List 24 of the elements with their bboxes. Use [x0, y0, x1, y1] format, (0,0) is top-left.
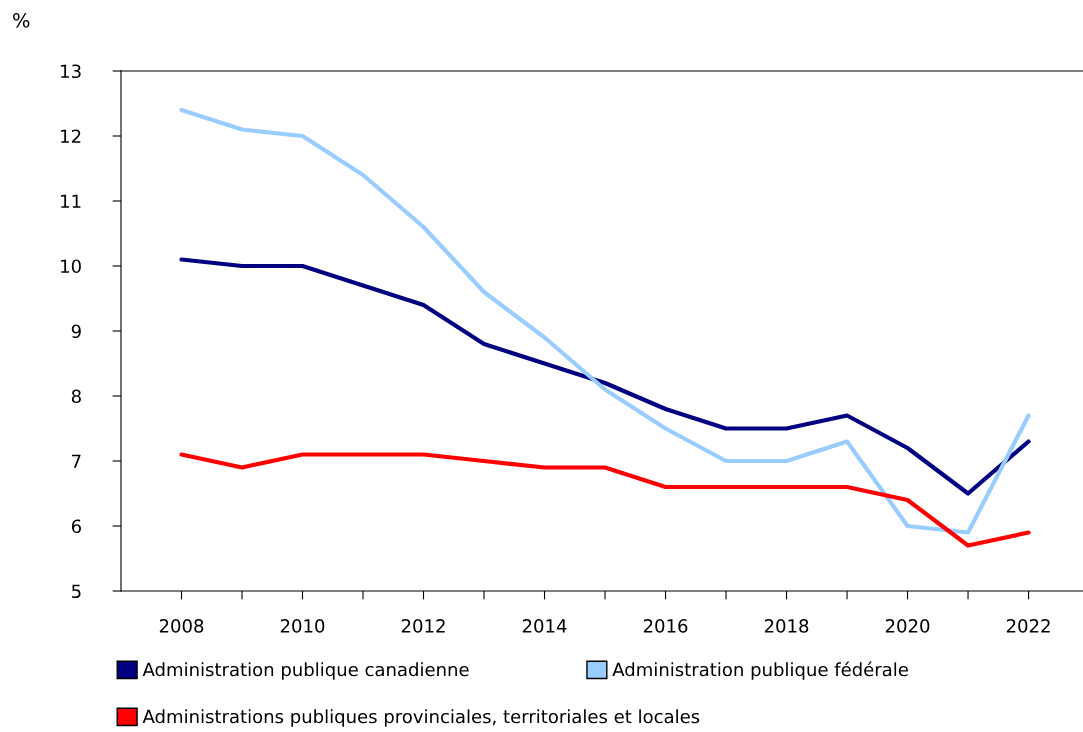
y-tick-label: 10: [61, 259, 81, 274]
y-tick-label: 6: [71, 519, 81, 534]
line-series: [179, 257, 1031, 496]
x-tick-label: 2010: [280, 619, 325, 633]
y-axis-title: %: [13, 12, 30, 28]
y-tick-label: 12: [61, 129, 81, 143]
y-tick-label: 8: [71, 389, 81, 404]
y-tick-label: 11: [61, 194, 81, 208]
line-series: [179, 452, 1031, 548]
x-tick-label: 2018: [764, 619, 809, 633]
x-tick-label: 2016: [643, 619, 688, 633]
y-tick-label: 13: [61, 64, 81, 79]
x-tick-label: 2022: [1006, 619, 1050, 633]
x-tick-label: 2008: [159, 619, 204, 633]
x-tick-label: 2020: [885, 619, 930, 633]
line-series: [179, 107, 1031, 535]
y-tick-label: 5: [72, 584, 81, 599]
x-tick-label: 2012: [401, 619, 445, 633]
legend-label: Administration publique canadienne: [142, 662, 469, 680]
x-tick-label: 2014: [522, 619, 567, 633]
legend-label: Administration publique fédérale: [612, 661, 908, 680]
y-tick-label: 9: [71, 324, 81, 339]
y-tick-label: 7: [72, 454, 81, 468]
legend-label: Administrations publiques provinciales, territoriales et locales: [142, 709, 700, 727]
